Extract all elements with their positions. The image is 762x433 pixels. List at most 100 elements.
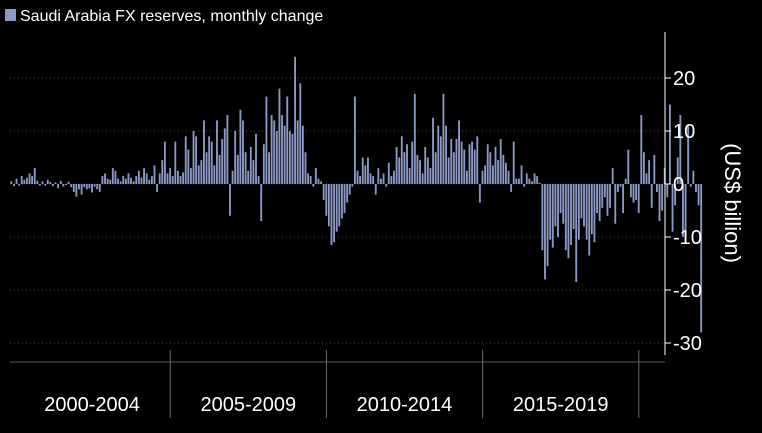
y-axis-label: (US$ billion): [720, 143, 745, 263]
bar: [504, 162, 507, 184]
bar: [411, 141, 414, 184]
bar: [424, 146, 427, 184]
bar: [541, 184, 544, 251]
bar: [179, 176, 182, 184]
bar: [533, 173, 536, 184]
bar: [281, 115, 283, 184]
bar: [301, 125, 304, 184]
bar: [119, 181, 122, 184]
bar: [598, 184, 601, 222]
bar: [294, 56, 296, 184]
bar: [36, 180, 39, 184]
bar: [205, 152, 208, 184]
bar: [515, 178, 518, 184]
bar: [65, 184, 67, 186]
bar: [85, 184, 88, 190]
bar: [44, 184, 47, 186]
bar: [31, 176, 34, 184]
legend-swatch: [5, 9, 16, 21]
bar: [549, 184, 552, 240]
bar: [614, 184, 617, 224]
bar: [80, 184, 83, 195]
x-period-label: 2015-2019: [513, 394, 609, 416]
bar: [236, 154, 239, 184]
bar: [299, 83, 302, 184]
bar: [442, 93, 445, 184]
bar: [536, 176, 539, 184]
bar: [307, 173, 310, 184]
bar: [481, 170, 484, 184]
bar: [460, 141, 463, 184]
bar: [221, 138, 224, 184]
bar: [340, 184, 343, 219]
bar: [390, 176, 393, 184]
y-tick-label: 10: [673, 121, 695, 143]
bar: [538, 182, 541, 184]
bar: [476, 136, 479, 184]
bar: [674, 184, 677, 206]
bar: [46, 179, 49, 184]
bar: [432, 117, 434, 184]
bar: [184, 136, 187, 184]
bar: [684, 184, 687, 235]
bar: [78, 184, 80, 190]
bar: [382, 173, 385, 184]
bar: [317, 178, 320, 184]
bar: [15, 178, 18, 184]
bar: [309, 176, 312, 184]
bar: [229, 184, 231, 216]
y-tick-label: -10: [673, 227, 702, 249]
bar: [575, 184, 578, 283]
bar: [166, 173, 169, 184]
bar: [54, 182, 57, 184]
bar: [96, 184, 99, 190]
bar: [557, 184, 559, 237]
bar: [124, 178, 127, 184]
bar: [218, 154, 221, 184]
bar: [666, 184, 669, 198]
bar: [39, 184, 41, 186]
bar: [49, 181, 52, 184]
bar: [338, 184, 341, 227]
bar: [622, 184, 625, 214]
bar: [132, 181, 135, 184]
bar: [242, 120, 244, 184]
y-tick-labels: 20 10 0 -10 -20 -30: [665, 68, 702, 355]
bar: [312, 184, 315, 187]
bar: [150, 176, 153, 184]
bar: [169, 168, 172, 184]
bar: [231, 170, 234, 184]
bar: [98, 184, 101, 192]
bar: [239, 109, 242, 184]
bar: [473, 149, 476, 184]
bar: [117, 178, 119, 184]
bar: [531, 181, 533, 184]
bar: [406, 144, 408, 184]
bar: [439, 136, 442, 184]
bar: [520, 165, 523, 184]
bar: [697, 184, 700, 206]
bar: [609, 184, 611, 208]
bar: [197, 165, 200, 184]
bar: [23, 179, 26, 184]
bar: [655, 184, 658, 192]
bar: [346, 184, 349, 203]
bar: [330, 184, 333, 245]
y-tick-label: 0: [673, 174, 684, 196]
bar: [265, 96, 268, 184]
bar: [484, 165, 487, 184]
bar: [41, 181, 44, 184]
bar: [91, 184, 93, 193]
bar: [408, 168, 411, 184]
bar: [518, 178, 520, 184]
bar: [101, 176, 104, 184]
bar: [273, 120, 276, 184]
bar: [351, 184, 354, 187]
bar: [156, 184, 159, 192]
bar: [296, 120, 299, 184]
bar: [59, 180, 62, 184]
bar: [393, 170, 395, 184]
bar: [395, 146, 398, 184]
